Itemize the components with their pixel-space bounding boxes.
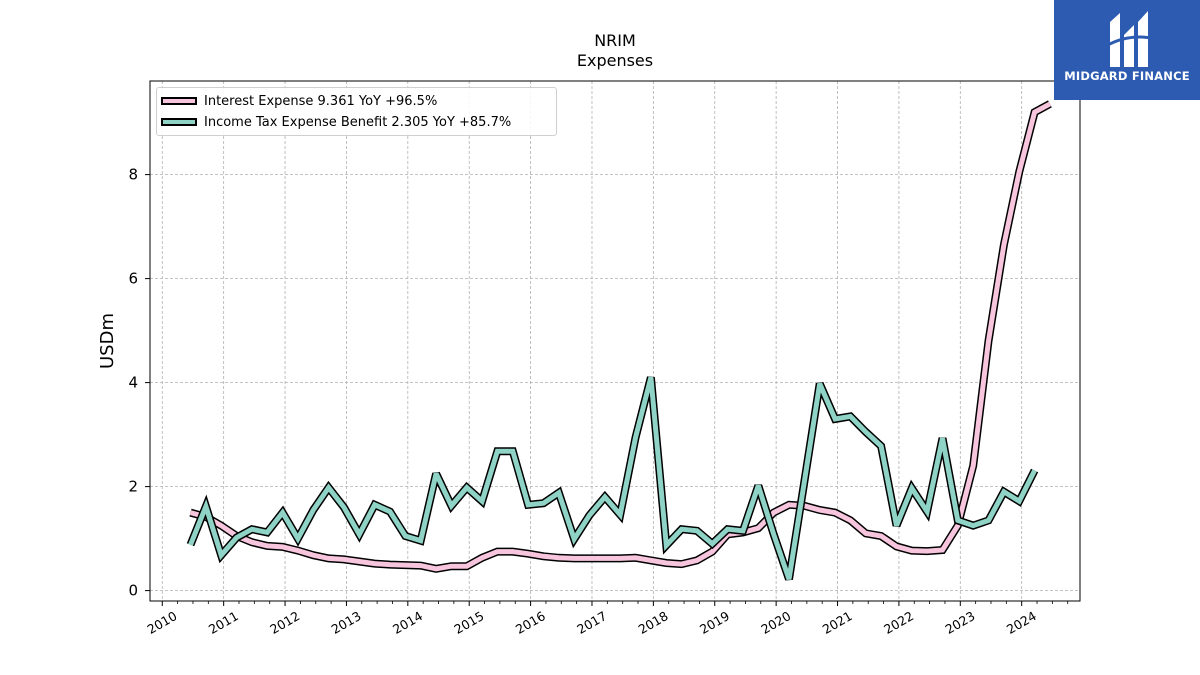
legend: Interest Expense 9.361 YoY +96.5% Income… <box>156 87 557 136</box>
y-axis: 0 2 4 6 8 <box>128 166 150 600</box>
legend-label-interest-expense: Interest Expense 9.361 YoY +96.5% <box>204 93 438 109</box>
legend-item-income-tax: Income Tax Expense Benefit 2.305 YoY +85… <box>161 113 511 131</box>
chart-subtitle: Expenses <box>576 51 654 70</box>
y-tick-label: 2 <box>128 478 138 496</box>
legend-swatch-income-tax <box>161 118 197 126</box>
x-tick-label: 2012 <box>267 608 302 637</box>
x-tick-label: 2024 <box>1004 608 1039 637</box>
x-tick-label: 2010 <box>145 608 180 637</box>
x-tick-label: 2014 <box>390 608 425 637</box>
chart-title: NRIM <box>594 31 636 50</box>
y-tick-label: 8 <box>128 166 138 184</box>
legend-label-income-tax: Income Tax Expense Benefit 2.305 YoY +85… <box>204 114 512 130</box>
brand-logo: MIDGARD FINANCE <box>1054 0 1200 100</box>
x-tick-label: 2015 <box>451 608 486 637</box>
y-axis-label: USDm <box>97 313 118 369</box>
y-tick-label: 6 <box>128 270 138 288</box>
x-tick-label: 2019 <box>697 608 732 637</box>
plot-frame <box>149 80 1081 602</box>
x-tick-label: 2016 <box>513 608 548 637</box>
series-lines <box>186 100 1052 581</box>
legend-item-interest-expense: Interest Expense 9.361 YoY +96.5% <box>161 92 437 110</box>
x-tick-label: 2020 <box>758 608 793 637</box>
legend-swatch-interest-expense <box>161 97 197 105</box>
x-tick-label: 2017 <box>574 608 609 637</box>
x-tick-label: 2013 <box>329 608 364 637</box>
y-tick-label: 0 <box>128 582 138 600</box>
x-tick-label: 2023 <box>943 608 978 637</box>
x-tick-label: 2022 <box>881 608 916 637</box>
y-tick-label: 4 <box>128 374 138 392</box>
x-tick-label: 2018 <box>636 608 671 637</box>
series-line-income-tax <box>188 376 1037 581</box>
series-line-interest-expense <box>189 101 1052 572</box>
x-tick-label: 2011 <box>206 608 241 637</box>
logo-mark-icon <box>1105 11 1153 67</box>
grid-lines <box>150 81 1080 601</box>
x-axis: 2010 2011 2012 2013 2014 2015 2016 2017 2018 2019… <box>145 601 1069 637</box>
logo-text: MIDGARD FINANCE <box>1064 69 1190 83</box>
x-tick-label: 2021 <box>820 608 855 637</box>
